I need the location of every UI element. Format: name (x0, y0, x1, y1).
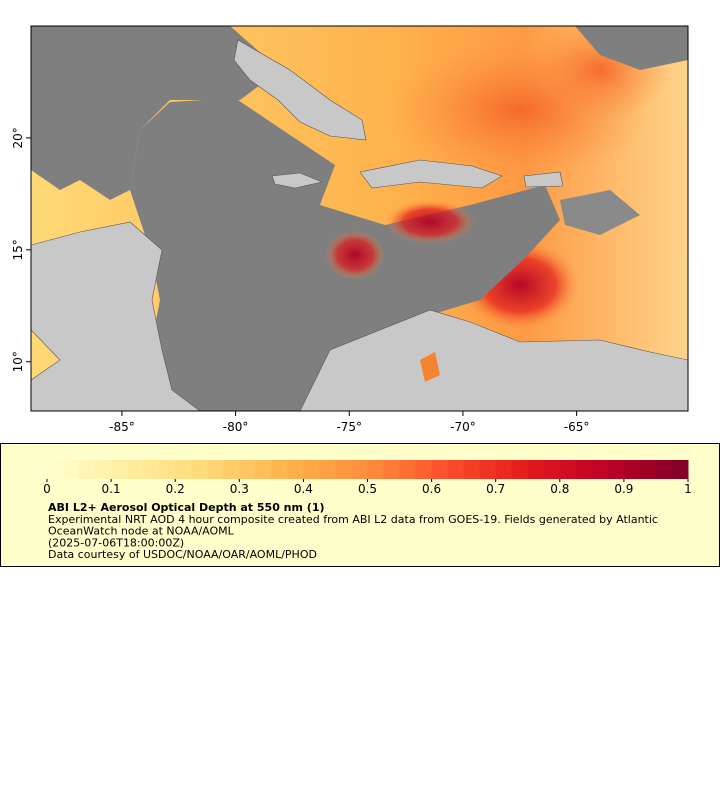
y-tick-label: 20° (11, 127, 25, 148)
colorbar-swatch (495, 460, 513, 479)
colorbar-swatch (543, 460, 561, 479)
colorbar-swatch (111, 460, 128, 479)
colorbar-swatch (47, 460, 64, 479)
legend-text: Experimental NRT AOD 4 hour composite cr… (48, 513, 658, 561)
colorbar-swatch (271, 460, 288, 479)
x-tick-label: -75° (336, 420, 362, 434)
colorbar-swatch (639, 460, 657, 479)
land-puerto-rico (523, 171, 564, 188)
legend-line: Data courtesy of USDOC/NOAA/OAR/AOML/PHO… (48, 548, 317, 561)
legend-line: OceanWatch node at NOAA/AOML (48, 525, 235, 538)
colorbar-tick-label: 0.1 (102, 482, 121, 496)
colorbar-swatch (79, 460, 96, 479)
colorbar-swatch (591, 460, 609, 479)
colorbar-swatch (175, 460, 192, 479)
x-tick-label: -80° (223, 420, 249, 434)
aod-patch (420, 352, 440, 382)
x-tick-label: -70° (450, 420, 476, 434)
land-jamaica (271, 172, 324, 189)
colorbar-swatch (431, 460, 449, 479)
land-south-america (299, 309, 688, 411)
colorbar-swatch (447, 460, 465, 479)
colorbar-swatch (415, 460, 433, 479)
colorbar-swatch (607, 460, 625, 479)
colorbar-tick-label: 0.6 (422, 482, 441, 496)
colorbar-swatch (223, 460, 240, 479)
colorbar-swatch (527, 460, 545, 479)
no-data-area (31, 26, 280, 200)
map-frame (30, 25, 689, 412)
colorbar-swatch (479, 460, 497, 479)
colorbar: 0 0.1 0.2 0.3 0.4 0.5 0.6 0.7 0.8 0.9 1 (43, 460, 692, 496)
colorbar-tick-label: 0.3 (230, 482, 249, 496)
colorbar-tick-label: 0.9 (614, 482, 633, 496)
colorbar-tick-label: 0.4 (294, 482, 313, 496)
colorbar-swatch (367, 460, 385, 479)
no-data-area (575, 26, 688, 70)
colorbar-swatch (63, 460, 80, 479)
colorbar-swatch (383, 460, 401, 479)
colorbar-swatch (351, 460, 368, 479)
colorbar-swatch (127, 460, 144, 479)
map-image (31, 26, 688, 411)
colorbar-swatch (191, 460, 208, 479)
land-central-america (31, 221, 201, 411)
colorbar-swatch (575, 460, 593, 479)
colorbar-tick-label: 0.8 (550, 482, 569, 496)
y-tick-label: 15° (11, 239, 25, 260)
colorbar-tick-label: 0.7 (486, 482, 505, 496)
colorbar-tick-label: 0.5 (358, 482, 377, 496)
colorbar-swatch (655, 460, 673, 479)
colorbar-swatch (95, 460, 112, 479)
colorbar-swatch (559, 460, 577, 479)
colorbar-swatch (399, 460, 417, 479)
colorbar-swatch (207, 460, 224, 479)
colorbar-swatch (143, 460, 160, 479)
axes: -85° -80° -75° -70° -65° 10° 15° 20° (11, 127, 589, 434)
aod-plume (385, 200, 475, 244)
colorbar-swatch (319, 460, 336, 479)
colorbar-swatch (511, 460, 529, 479)
colorbar-swatch (287, 460, 304, 479)
legend-title: ABI L2+ Aerosol Optical Depth at 550 nm … (48, 501, 325, 514)
x-tick-label: -65° (564, 420, 590, 434)
colorbar-swatch (335, 460, 352, 479)
colorbar-swatch (159, 460, 176, 479)
land-hispaniola (359, 159, 503, 189)
colorbar-tick-label: 1 (684, 482, 692, 496)
land-cuba (233, 39, 367, 141)
colorbar-swatch (671, 460, 689, 479)
colorbar-tick-label: 0 (43, 482, 51, 496)
legend-line: Experimental NRT AOD 4 hour composite cr… (48, 513, 658, 526)
colorbar-swatch (303, 460, 320, 479)
colorbar-swatch (255, 460, 272, 479)
colorbar-swatch (239, 460, 256, 479)
legend-line: (2025-07-06T18:00:00Z) (48, 536, 184, 549)
colorbar-swatch (463, 460, 481, 479)
aod-plume (325, 230, 385, 280)
colorbar-swatch (623, 460, 641, 479)
no-data-area (560, 190, 640, 235)
x-tick-label: -85° (109, 420, 135, 434)
y-tick-label: 10° (11, 351, 25, 372)
colorbar-tick-label: 0.2 (166, 482, 185, 496)
